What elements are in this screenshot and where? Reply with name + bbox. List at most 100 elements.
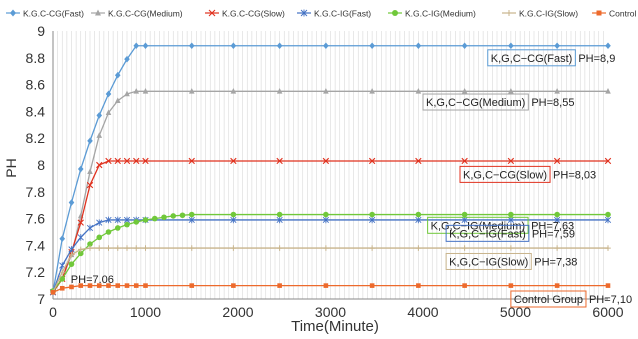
annotation-name: K,G,C−IG(Medium) xyxy=(431,220,525,232)
legend-marker xyxy=(95,9,101,16)
data-point xyxy=(77,234,84,241)
data-point xyxy=(105,216,112,224)
y-tick-label: 8 xyxy=(37,157,45,173)
data-point xyxy=(605,88,611,94)
data-point xyxy=(554,42,560,50)
annotation-box xyxy=(459,165,551,183)
data-point xyxy=(179,212,186,219)
data-point xyxy=(323,42,329,50)
data-point xyxy=(230,211,237,218)
legend-marker xyxy=(208,9,216,17)
y-tick-label: 7.6 xyxy=(26,211,46,227)
x-tick-label: 5000 xyxy=(500,304,531,320)
annotation: K,G,C−CG(Slow) PH=8,03 xyxy=(459,165,596,183)
data-point xyxy=(151,215,158,222)
data-point xyxy=(133,42,140,50)
data-point xyxy=(276,245,283,251)
annotation-box xyxy=(445,252,532,270)
annotation-value: PH=8,03 xyxy=(553,169,596,181)
data-point xyxy=(105,90,112,98)
x-tick-label: 2000 xyxy=(222,304,253,320)
data-point xyxy=(59,285,65,291)
data-point xyxy=(87,245,93,251)
data-point xyxy=(77,250,84,257)
data-point xyxy=(230,216,237,224)
data-point xyxy=(142,42,149,50)
x-tick-label: 4000 xyxy=(407,304,438,320)
y-axis-title: PH xyxy=(3,158,19,177)
data-point xyxy=(508,211,514,218)
legend-marker xyxy=(506,10,512,16)
annotation: PH=7.06 xyxy=(71,274,114,286)
data-point xyxy=(188,245,195,251)
legend-label: K.G.C-IG(Medium) xyxy=(405,9,476,19)
annotation: K,G,C−CG(Fast) PH=8,9 xyxy=(487,49,615,67)
data-point xyxy=(114,97,121,103)
data-point xyxy=(323,88,329,94)
series-group xyxy=(50,245,611,296)
y-tick-label: 8.6 xyxy=(26,77,46,93)
data-point xyxy=(86,224,94,232)
legend-marker xyxy=(596,10,602,16)
annotation-box xyxy=(510,290,587,308)
data-point xyxy=(369,216,376,224)
annotation-name: K,G,C−CG(Fast) xyxy=(491,53,573,65)
y-tick-label: 8.8 xyxy=(26,50,46,66)
annotation-name: K,G,C−IG(Slow) xyxy=(449,256,528,268)
data-point xyxy=(230,88,237,94)
series-group xyxy=(50,42,611,296)
annotation: Control Group PH=7,10 xyxy=(510,290,632,308)
data-point xyxy=(276,216,283,224)
y-tick-label: 7.4 xyxy=(26,237,46,253)
annotation-layer: K,G,C−CG(Fast) PH=8,9 K,G,C−CG(Medium) PH=8… xyxy=(71,49,632,308)
data-point xyxy=(230,157,237,165)
data-point xyxy=(189,283,195,288)
data-point xyxy=(114,157,121,165)
data-point xyxy=(554,211,560,218)
annotation-name: K,G,C−IG(Fast) xyxy=(449,228,526,240)
data-point xyxy=(78,283,84,288)
data-point xyxy=(461,88,468,94)
data-point xyxy=(69,284,74,290)
data-point xyxy=(554,245,560,251)
x-tick-label: 1000 xyxy=(130,304,161,320)
data-point xyxy=(415,211,422,218)
data-point xyxy=(123,157,131,165)
data-point xyxy=(142,245,149,251)
data-point xyxy=(188,211,195,218)
data-point xyxy=(96,112,103,119)
data-point xyxy=(87,137,93,145)
data-point xyxy=(415,88,422,94)
data-point xyxy=(59,269,66,275)
data-point xyxy=(369,88,375,94)
data-point xyxy=(105,229,112,235)
series-group xyxy=(50,283,611,295)
data-point xyxy=(276,88,283,94)
annotation: K,G,C−IG(Fast) PH=7,59 xyxy=(445,224,575,242)
data-point xyxy=(276,42,283,50)
data-point xyxy=(161,214,167,221)
data-point xyxy=(133,245,140,251)
data-point xyxy=(96,245,103,251)
data-point xyxy=(133,283,139,288)
legend-label: K.G.C-CG(Fast) xyxy=(23,9,84,19)
data-point xyxy=(114,71,121,79)
legend-label: Control Group xyxy=(609,9,638,19)
data-point xyxy=(188,42,195,50)
legend-label: K.G.C-CG(Medium) xyxy=(108,9,183,19)
data-point xyxy=(142,217,149,223)
data-point xyxy=(96,132,103,138)
data-point xyxy=(322,216,329,224)
y-tick-label: 7.8 xyxy=(26,184,46,200)
annotation: K,G,C−IG(Medium) PH=7,63 xyxy=(427,216,574,234)
data-point xyxy=(77,165,84,173)
data-point xyxy=(554,216,561,224)
data-point xyxy=(188,157,195,165)
data-point xyxy=(369,42,375,50)
data-point xyxy=(133,219,140,225)
data-point xyxy=(114,225,121,231)
series-layer xyxy=(49,42,612,296)
data-point xyxy=(114,216,121,224)
data-point xyxy=(115,283,121,288)
data-point xyxy=(124,283,130,288)
